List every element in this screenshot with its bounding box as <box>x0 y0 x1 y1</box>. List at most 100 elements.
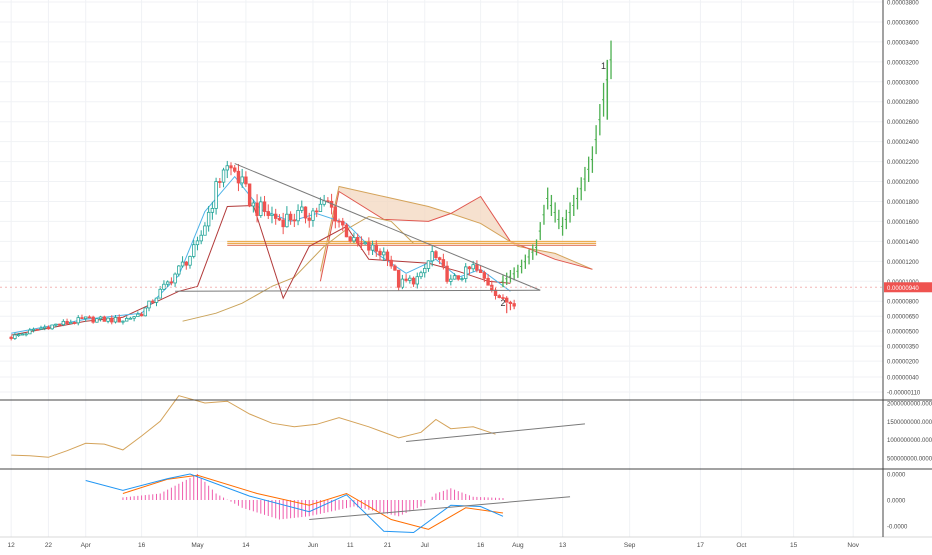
time-tick-label: May <box>191 542 204 549</box>
price-tick-label: 0.00000500 <box>887 330 919 336</box>
candle-body <box>136 313 140 318</box>
time-tick-label: 16 <box>138 542 146 549</box>
price-tick-label: 0.00003600 <box>887 20 919 26</box>
candle-body <box>385 251 390 261</box>
time-tick-label: 14 <box>242 542 250 549</box>
time-tick-label: Jul <box>421 542 430 549</box>
candle-body <box>400 278 405 288</box>
senkou-span-b <box>319 190 593 282</box>
candle-body <box>314 210 319 213</box>
price-tick-label: 0.00002800 <box>887 100 919 106</box>
candle-body <box>46 326 51 330</box>
candle-body <box>95 318 99 323</box>
price-tick-label: 0.00000200 <box>887 360 919 366</box>
obv-line <box>11 395 496 458</box>
descending-trendline <box>234 163 541 291</box>
time-tick-label: Oct <box>736 542 746 549</box>
candle-body <box>296 210 300 222</box>
macd-signal-line <box>122 474 504 530</box>
candle-body <box>482 272 487 279</box>
time-tick-label: Sep <box>624 542 636 549</box>
candle-body <box>124 317 129 322</box>
candle-body <box>307 217 311 221</box>
candle-body <box>91 316 95 323</box>
candle-body <box>460 278 464 280</box>
candle-body <box>199 234 203 242</box>
macd-line <box>85 473 504 534</box>
candle-body <box>20 333 25 336</box>
candle-body <box>475 264 479 271</box>
candle-body <box>218 181 222 183</box>
candle-body <box>106 317 110 322</box>
candle-body <box>337 220 341 223</box>
candle-body <box>147 300 151 309</box>
candle-body <box>184 261 188 266</box>
candle-body <box>98 316 103 320</box>
candle-body <box>128 317 133 320</box>
macd-tick-label: -0.0000 <box>887 525 908 531</box>
candle-body <box>162 283 166 290</box>
candle-body <box>434 251 438 259</box>
candle-body <box>441 259 446 267</box>
candle-body <box>300 206 304 211</box>
candle-body <box>467 266 472 270</box>
candle-body <box>426 260 431 269</box>
time-tick-label: 15 <box>790 542 798 549</box>
obv-pane <box>11 395 585 458</box>
candle-body <box>255 202 259 216</box>
time-tick-label: 21 <box>384 542 392 549</box>
candle-body <box>240 176 244 184</box>
candle-body <box>367 242 371 251</box>
candle-body <box>214 181 218 209</box>
wave-annotations: 12 <box>500 61 606 308</box>
candle-body <box>192 244 196 257</box>
candle-body <box>285 213 289 228</box>
candle-body <box>378 250 382 256</box>
candle-body <box>206 211 211 227</box>
wave-label: 2 <box>500 298 505 308</box>
candle-body <box>281 219 285 228</box>
candle-body <box>415 276 419 285</box>
candle-body <box>270 213 274 216</box>
candle-body <box>370 244 375 251</box>
candle-body <box>43 326 47 329</box>
price-axis[interactable]: 0.00003800 0.00003600 0.00003400 0.00003200… <box>884 1 932 531</box>
last-price-label: 0.00000940 <box>887 286 919 292</box>
time-tick-label: Jun <box>308 542 319 549</box>
chikou-span <box>182 215 414 322</box>
time-tick-label: Aug <box>512 542 524 549</box>
candle-body <box>437 257 442 260</box>
candle-body <box>35 328 39 331</box>
candle-body <box>355 237 360 244</box>
candle-body <box>69 322 73 325</box>
candle-body <box>408 277 412 281</box>
price-tick-label: 0.00000350 <box>887 345 919 351</box>
candle-body <box>423 268 427 274</box>
candle-body <box>102 316 107 322</box>
price-tick-label: 0.00000800 <box>887 300 919 306</box>
candle-body <box>244 176 248 185</box>
candle-body <box>54 323 58 326</box>
time-axis[interactable]: 12 22 Apr 16 May 14 Jun 11 21 Jul 16 Aug 13 Sep 17 Oct 1… <box>8 542 860 549</box>
candle-body <box>65 320 69 325</box>
candle-body <box>233 167 237 172</box>
candle-body <box>80 317 84 320</box>
candle-body <box>76 317 80 324</box>
time-tick-label: Apr <box>81 542 92 549</box>
candle-body <box>50 324 54 330</box>
candle-body <box>251 202 256 207</box>
candle-body <box>229 165 233 169</box>
candle-body <box>389 259 393 267</box>
candle-body <box>382 251 386 256</box>
obv-trendline <box>406 423 585 442</box>
candle-body <box>173 273 177 284</box>
time-tick-label: 16 <box>477 542 485 549</box>
candle-body <box>333 206 338 222</box>
candle-body <box>352 237 356 242</box>
candle-body <box>419 272 423 278</box>
price-tick-label: 0.00002400 <box>887 140 919 146</box>
obv-tick-label: 500000000.0000 <box>887 457 932 463</box>
candle-body <box>445 265 449 282</box>
